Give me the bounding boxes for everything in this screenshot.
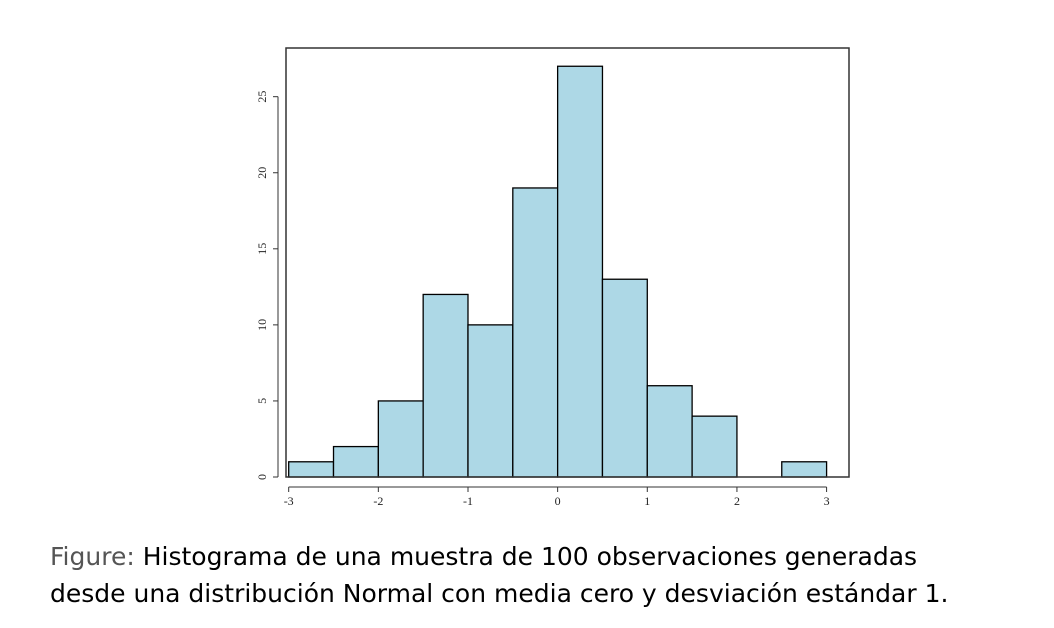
histogram-bar [332, 445, 379, 478]
x-tick-label: -1 [463, 494, 473, 508]
histogram-bars [288, 65, 828, 478]
caption-prefix: Figure: [50, 542, 135, 571]
x-tick-label: -3 [284, 494, 294, 508]
y-tick-label: 20 [255, 167, 269, 179]
histogram-chart: -3 -2 -1 0 1 2 3 0 5 10 15 20 25 [255, 47, 850, 508]
histogram-bar [422, 293, 469, 478]
y-tick-label: 25 [255, 91, 269, 103]
caption-line-2: desde una distribución Normal con media … [50, 579, 949, 608]
x-axis: -3 -2 -1 0 1 2 3 [284, 486, 830, 508]
histogram-bar [288, 461, 335, 478]
y-tick-label: 10 [255, 319, 269, 331]
y-axis: 0 5 10 15 20 25 [255, 91, 279, 480]
y-tick-label: 5 [255, 398, 269, 404]
x-tick-label: 0 [555, 494, 561, 508]
x-tick-label: -2 [373, 494, 383, 508]
figure-caption: Figure: Histograma de una muestra de 100… [50, 538, 1040, 612]
histogram-bar [781, 461, 828, 478]
caption-line-1: Histograma de una muestra de 100 observa… [142, 542, 918, 571]
histogram-bar [601, 278, 648, 478]
histogram-bar [556, 65, 604, 478]
histogram-bar [691, 415, 738, 478]
histogram-bar [377, 400, 424, 478]
x-tick-label: 2 [734, 494, 740, 508]
x-tick-label: 3 [824, 494, 830, 508]
histogram-bar [467, 324, 514, 478]
plot-frame [285, 47, 850, 478]
y-tick-label: 0 [255, 474, 269, 480]
histogram-bar [512, 187, 559, 478]
x-tick-label: 1 [644, 494, 650, 508]
y-tick-label: 15 [255, 243, 269, 255]
histogram-bar [646, 385, 693, 478]
